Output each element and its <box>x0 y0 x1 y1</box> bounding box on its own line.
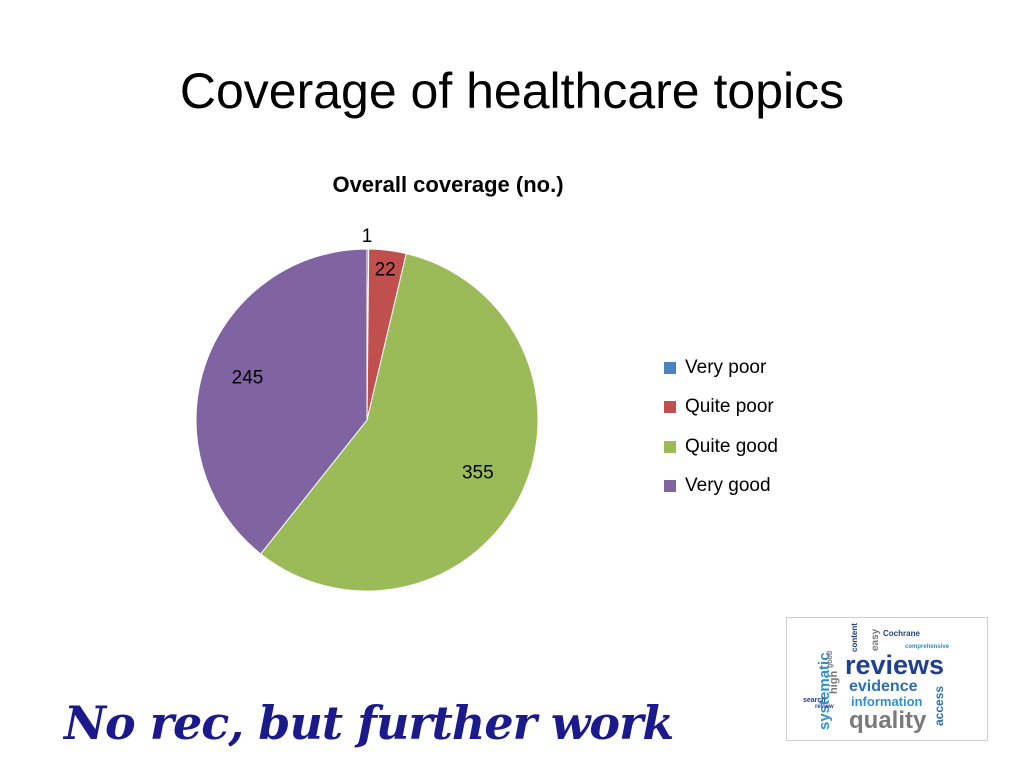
wordcloud-word: easy <box>870 628 881 651</box>
wordcloud-word: Cochrane <box>883 629 920 638</box>
wordcloud-word: content <box>850 623 859 652</box>
legend-swatch <box>664 480 676 493</box>
legend-item-quite-poor: Quite poor <box>664 388 778 428</box>
word-cloud-image: reviews evidence quality information sys… <box>786 617 988 741</box>
wordcloud-word: good <box>827 650 834 668</box>
legend-swatch <box>664 361 676 374</box>
chart-legend: Very poor Quite poor Quite good Very goo… <box>664 348 778 506</box>
slide-title: Coverage of healthcare topics <box>179 63 845 119</box>
legend-label: Very good <box>685 475 771 497</box>
pie-data-label: 245 <box>232 367 264 388</box>
wordcloud-word: search <box>803 697 826 704</box>
legend-label: Very poor <box>685 356 767 378</box>
pie-data-label: 22 <box>375 260 396 281</box>
wordcloud-word: information <box>851 694 923 709</box>
wordcloud-word: access <box>932 685 946 726</box>
legend-swatch <box>664 440 676 453</box>
wordcloud-word: quality <box>849 707 927 734</box>
chart-title: Overall coverage (no.) <box>332 172 564 197</box>
wordcloud-word: reviews <box>845 650 945 680</box>
footer-note: No rec, but further work <box>64 696 674 750</box>
legend-label: Quite good <box>685 435 778 457</box>
legend-item-quite-good: Quite good <box>664 427 778 467</box>
wordcloud-word: review <box>815 704 834 710</box>
legend-item-very-poor: Very poor <box>664 348 778 388</box>
pie-slices <box>195 248 539 592</box>
legend-swatch <box>664 401 676 414</box>
legend-item-very-good: Very good <box>664 467 778 507</box>
pie-data-labels: 122 355 245 <box>232 226 494 484</box>
pie-data-label: 355 <box>462 463 494 484</box>
pie-slice-quite-good <box>260 252 539 592</box>
legend-label: Quite poor <box>685 396 774 418</box>
wordcloud-word: high <box>828 670 840 694</box>
wordcloud-word: comprehensive <box>905 644 950 650</box>
wordcloud-word: evidence <box>849 678 918 695</box>
pie-slice-very-good <box>195 248 368 555</box>
pie-data-label: 1 <box>362 226 373 247</box>
